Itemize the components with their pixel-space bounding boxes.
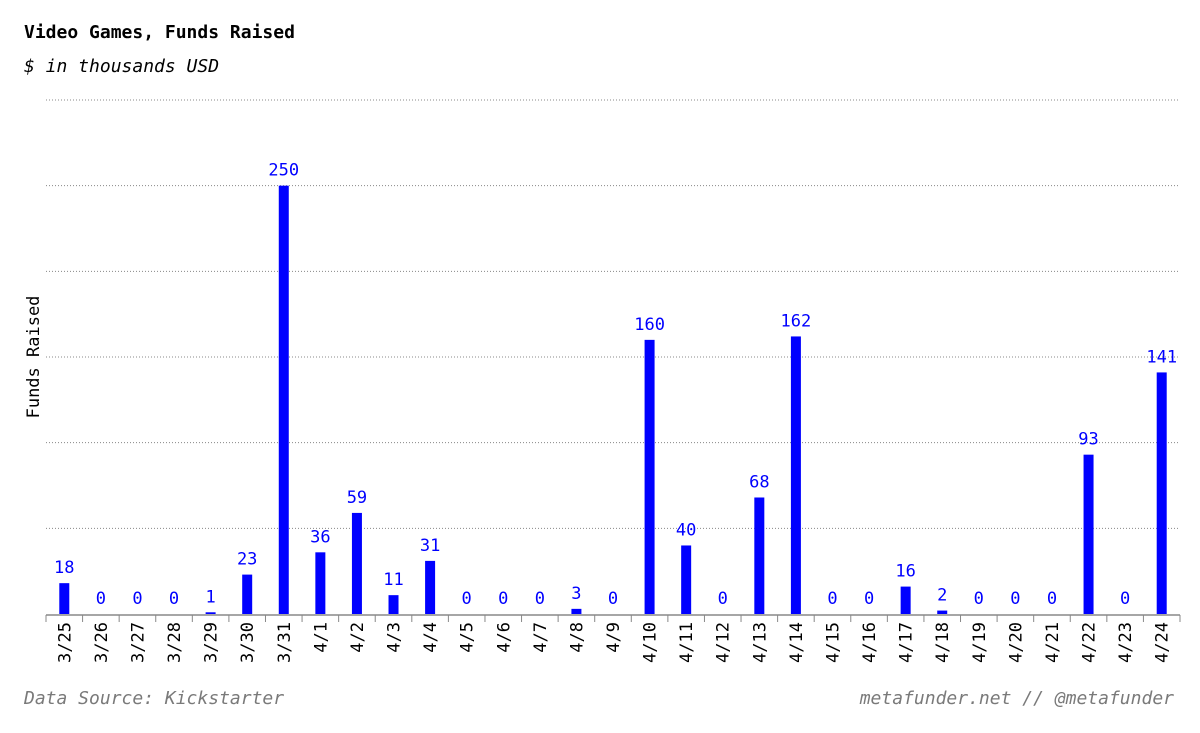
data-label: 141 — [1146, 347, 1177, 367]
bar — [351, 512, 362, 614]
x-tick-label: 4/9 — [604, 622, 624, 653]
x-tick-label: 4/20 — [1006, 622, 1026, 663]
data-label: 59 — [347, 488, 367, 508]
data-label: 0 — [827, 589, 837, 609]
bar — [900, 586, 911, 614]
bars — [59, 185, 1167, 614]
data-label: 31 — [420, 536, 440, 556]
x-tick-label: 4/7 — [531, 622, 551, 653]
x-axis-ticks — [45, 615, 1181, 622]
x-tick-label: 4/15 — [823, 622, 843, 663]
data-label: 1 — [205, 587, 215, 607]
data-label: 40 — [676, 520, 696, 540]
data-label: 0 — [96, 589, 106, 609]
x-tick-label: 3/25 — [55, 622, 75, 663]
data-label: 2 — [937, 586, 947, 606]
data-label: 0 — [1010, 589, 1020, 609]
chart-title: Video Games, Funds Raised — [24, 22, 295, 43]
x-tick-labels: 3/25 3/26 3/27 3/28 3/29 3/30 3/31 4/1 4/2 4/3 4/4… — [55, 622, 1172, 663]
bar — [1083, 454, 1094, 614]
data-label: 0 — [462, 589, 472, 609]
x-tick-label: 4/11 — [677, 622, 697, 663]
bar — [242, 574, 253, 614]
y-axis-label: Funds Raised — [24, 296, 44, 419]
x-tick-label: 4/14 — [787, 622, 807, 663]
credit-note: metafunder.net // @metafunder — [859, 688, 1174, 709]
chart-subtitle: $ in thousands USD — [24, 56, 220, 77]
x-tick-label: 4/3 — [385, 622, 405, 653]
data-label: 0 — [535, 589, 545, 609]
bar — [681, 545, 692, 614]
data-label: 23 — [237, 550, 257, 570]
x-tick-label: 3/29 — [202, 622, 222, 663]
x-tick-label: 4/2 — [348, 622, 368, 653]
bar — [754, 497, 765, 614]
bar — [278, 185, 289, 614]
bar — [790, 336, 801, 614]
bar — [59, 583, 70, 614]
bar — [1156, 372, 1167, 614]
data-label: 16 — [895, 562, 915, 582]
bar — [388, 595, 399, 614]
x-tick-label: 3/31 — [275, 622, 295, 663]
x-tick-label: 4/23 — [1116, 622, 1136, 663]
bar — [205, 612, 216, 614]
data-label: 3 — [571, 584, 581, 604]
data-label: 0 — [1120, 589, 1130, 609]
x-tick-label: 3/26 — [92, 622, 112, 663]
data-label: 0 — [132, 589, 142, 609]
x-tick-label: 4/21 — [1043, 622, 1063, 663]
data-label: 160 — [634, 315, 665, 335]
data-label: 0 — [169, 589, 179, 609]
bar — [644, 339, 655, 614]
x-tick-label: 4/17 — [897, 622, 917, 663]
x-tick-label: 4/1 — [311, 622, 331, 653]
data-label: 0 — [498, 589, 508, 609]
data-label: 36 — [310, 527, 330, 547]
data-source-note: Data Source: Kickstarter — [24, 688, 285, 709]
data-label: 68 — [749, 472, 769, 492]
data-label: 93 — [1078, 430, 1098, 450]
data-label: 18 — [54, 558, 74, 578]
x-tick-label: 4/24 — [1153, 622, 1173, 663]
data-label: 250 — [268, 161, 299, 181]
data-label: 0 — [864, 589, 874, 609]
bar — [425, 560, 436, 614]
x-tick-label: 4/18 — [933, 622, 953, 663]
x-tick-label: 4/4 — [421, 622, 441, 653]
bar — [937, 610, 948, 614]
x-tick-label: 4/12 — [714, 622, 734, 663]
x-tick-label: 4/16 — [860, 622, 880, 663]
data-label: 0 — [718, 589, 728, 609]
data-label: 11 — [383, 570, 403, 590]
x-tick-label: 3/28 — [165, 622, 185, 663]
data-label: 0 — [608, 589, 618, 609]
x-tick-label: 4/19 — [970, 622, 990, 663]
bar — [315, 552, 326, 614]
x-tick-label: 4/6 — [494, 622, 514, 653]
data-label: 0 — [1047, 589, 1057, 609]
x-tick-label: 4/5 — [458, 622, 478, 653]
data-label: 0 — [974, 589, 984, 609]
x-tick-label: 3/27 — [128, 622, 148, 663]
x-tick-label: 4/10 — [641, 622, 661, 663]
x-tick-label: 4/22 — [1080, 622, 1100, 663]
x-tick-label: 4/8 — [567, 622, 587, 653]
x-tick-label: 3/30 — [238, 622, 258, 663]
x-tick-label: 4/13 — [750, 622, 770, 663]
gridlines — [46, 99, 1180, 529]
bar — [571, 608, 582, 614]
data-label: 162 — [781, 311, 812, 331]
